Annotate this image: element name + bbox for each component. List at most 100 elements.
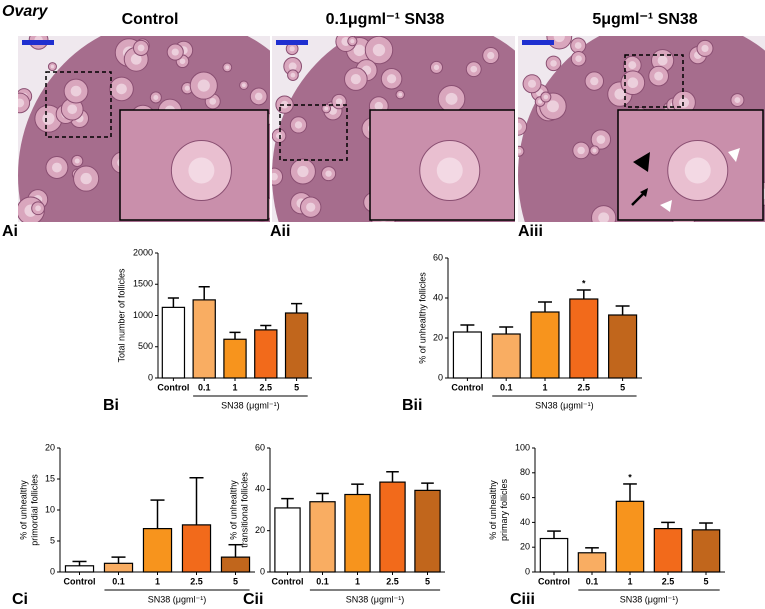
oocyte-shape — [275, 132, 283, 139]
oocyte-shape — [153, 94, 159, 100]
x-tick-label: 1 — [155, 576, 160, 586]
bar — [491, 333, 521, 379]
bar — [653, 527, 683, 573]
bar — [309, 501, 336, 573]
oocyte-shape — [184, 85, 190, 91]
x-tick-label: 5 — [620, 382, 625, 392]
scale-bar — [522, 40, 554, 45]
oocyte-shape — [628, 61, 637, 70]
significance: * — [628, 472, 632, 482]
significance: * — [582, 278, 586, 288]
x-axis-label: SN38 (μgml⁻¹) — [620, 594, 678, 604]
oocyte-shape — [487, 51, 495, 60]
y-tick-label: 80 — [520, 467, 530, 477]
y-tick-label: 20 — [255, 525, 265, 535]
oocyte-shape — [171, 48, 179, 56]
figure-title: Ovary — [2, 3, 48, 20]
inset-oocyte — [436, 157, 463, 184]
oocyte-shape — [353, 44, 366, 57]
oocyte-shape — [297, 165, 309, 178]
y-tick-label: 0 — [525, 566, 530, 576]
panel-label: Ai — [2, 223, 18, 240]
oocyte-shape — [445, 92, 458, 105]
x-tick-label: Control — [538, 576, 570, 586]
x-tick-label: 0.1 — [316, 576, 329, 586]
x-axis-label: SN38 (μgml⁻¹) — [221, 400, 279, 410]
oocyte-shape — [325, 170, 332, 177]
y-tick-label: 0 — [438, 372, 443, 382]
oocyte-shape — [116, 83, 127, 95]
x-tick-label: 0.1 — [112, 576, 125, 586]
oocyte-shape — [74, 158, 80, 164]
oocyte-shape — [241, 83, 246, 88]
y-tick-label: 20 — [520, 542, 530, 552]
x-tick-label: 2.5 — [190, 576, 203, 586]
x-tick-label: 5 — [425, 576, 430, 586]
x-tick-label: 2.5 — [260, 382, 273, 392]
oocyte-shape — [590, 76, 599, 86]
bar — [254, 329, 278, 379]
oocyte-shape — [701, 44, 709, 52]
y-tick-label: 60 — [433, 252, 443, 262]
oocyte-shape — [537, 99, 543, 104]
bar — [274, 507, 301, 573]
x-tick-label: Control — [64, 576, 96, 586]
y-axis-label: % of unhealthy follicles — [417, 272, 427, 364]
y-axis-label: % of unhealthy — [228, 480, 238, 540]
y-tick-label: 1500 — [133, 279, 153, 289]
y-axis-label: % of unhealthy — [18, 480, 28, 540]
micrograph — [18, 36, 270, 222]
bar — [344, 493, 371, 573]
oocyte-shape — [272, 172, 278, 181]
oocyte-shape — [179, 58, 186, 65]
panel-label: Bi — [103, 397, 119, 414]
y-tick-label: 0 — [50, 566, 55, 576]
oocyte-shape — [553, 36, 565, 43]
inset-oocyte — [684, 157, 711, 184]
x-tick-label: 5 — [233, 576, 238, 586]
follicle-shape — [518, 117, 528, 136]
oocyte-shape — [306, 202, 316, 212]
bar — [220, 556, 251, 573]
oocyte-shape — [290, 72, 296, 78]
bar — [608, 314, 638, 379]
x-tick-label: 0.1 — [500, 382, 513, 392]
bar — [530, 311, 560, 379]
oocyte-shape — [70, 85, 82, 97]
bar — [615, 500, 645, 573]
y-tick-label: 15 — [45, 473, 55, 483]
bar — [452, 331, 482, 379]
x-tick-label: 5 — [703, 576, 708, 586]
oocyte-shape — [550, 60, 557, 67]
y-tick-label: 40 — [255, 484, 265, 494]
y-tick-label: 1000 — [133, 310, 153, 320]
oocyte-shape — [350, 39, 355, 44]
oocyte-shape — [372, 43, 386, 57]
oocyte-shape — [209, 98, 217, 105]
y-tick-label: 500 — [138, 341, 153, 351]
oocyte-shape — [225, 65, 230, 70]
oocyte-shape — [398, 92, 403, 97]
x-tick-label: Control — [272, 576, 304, 586]
follicle-shape — [546, 36, 573, 50]
bar — [142, 527, 173, 573]
white-arrowhead — [660, 200, 672, 212]
oocyte-shape — [137, 44, 145, 52]
oocyte-shape — [350, 74, 361, 85]
micrograph — [518, 36, 765, 222]
oocyte-shape — [18, 98, 25, 108]
oocyte-shape — [324, 106, 329, 111]
oocyte-shape — [574, 42, 582, 49]
y-tick-label: 5 — [50, 535, 55, 545]
x-axis-label: SN38 (μgml⁻¹) — [535, 400, 593, 410]
oocyte-shape — [614, 88, 626, 100]
bar — [161, 306, 186, 379]
bar — [414, 489, 441, 573]
panel-label: Aiii — [518, 223, 543, 240]
y-tick-label: 60 — [520, 492, 530, 502]
y-axis-label: Total number of follicles — [116, 268, 126, 363]
oocyte-shape — [527, 79, 537, 88]
oocyte-shape — [280, 100, 289, 109]
roi-box — [624, 54, 684, 108]
